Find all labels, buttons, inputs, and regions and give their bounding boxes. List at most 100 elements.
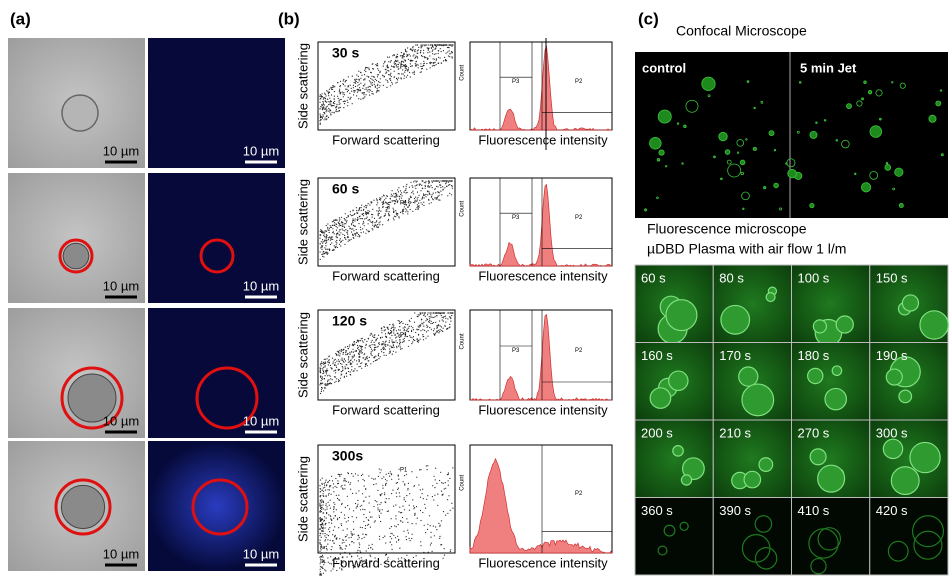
scatter-dot xyxy=(345,229,347,231)
scatter-dot xyxy=(393,54,395,57)
scatter-dot xyxy=(380,198,382,200)
scatter-dot xyxy=(396,342,398,344)
scatter-dot xyxy=(354,80,356,82)
scatter-dot xyxy=(427,184,429,186)
scatter-dot xyxy=(347,359,349,361)
scatter-dot xyxy=(432,330,435,332)
scatter-dot xyxy=(392,200,394,202)
scatter-dot xyxy=(358,360,360,362)
scatter-dot xyxy=(328,528,330,530)
scatter-dot xyxy=(368,345,370,347)
scatter-dot xyxy=(402,210,404,212)
scatter-dot xyxy=(335,372,337,374)
scatter-dot xyxy=(342,221,344,223)
scatter-plot xyxy=(317,177,456,267)
scatter-dot xyxy=(338,217,340,219)
scatter-dot xyxy=(401,195,403,197)
scatter-dot xyxy=(369,344,371,346)
scatter-dot xyxy=(412,341,414,343)
scatter-dot xyxy=(422,180,424,182)
scatter-dot xyxy=(363,354,365,356)
scatter-dot xyxy=(360,557,362,559)
vesicle xyxy=(726,159,732,165)
scatter-dot xyxy=(415,61,417,63)
scatter-dot xyxy=(429,193,431,195)
scatter-dot xyxy=(326,506,328,508)
scatter-dot xyxy=(409,540,411,542)
scatter-dot xyxy=(344,223,346,225)
scatter-dot xyxy=(349,373,351,376)
scatter-dot xyxy=(438,181,440,183)
scatter-dot xyxy=(424,57,426,59)
time-label: 150 s xyxy=(876,270,908,285)
scatter-dot xyxy=(368,67,370,69)
scatter-dot xyxy=(397,195,399,197)
scatter-dot xyxy=(425,337,427,339)
fluorescence-frame xyxy=(634,497,714,576)
scatter-dot xyxy=(391,339,393,341)
scatter-dot xyxy=(346,236,348,238)
scatter-dot xyxy=(449,184,451,186)
scatter-dot xyxy=(392,350,394,352)
scatter-dot xyxy=(403,497,405,499)
scatter-dot xyxy=(406,473,408,475)
scatter-dot xyxy=(361,367,363,369)
scatter-dot xyxy=(392,207,394,209)
scatter-dot xyxy=(444,312,446,314)
vesicle xyxy=(831,365,843,377)
scatter-dot xyxy=(439,525,441,527)
scatter-dot xyxy=(401,341,404,343)
scatter-dot xyxy=(437,52,439,55)
vesicle xyxy=(861,182,872,193)
scatter-dot xyxy=(420,47,422,49)
scatter-dot xyxy=(380,216,382,218)
scatter-dot xyxy=(388,61,390,63)
vesicle xyxy=(760,100,764,104)
scatter-dot xyxy=(336,111,338,113)
scatter-dot xyxy=(360,207,362,209)
scatter-dot xyxy=(324,509,326,511)
scatter-dot xyxy=(377,345,379,347)
scatter-dot xyxy=(431,194,433,196)
scatter-dot xyxy=(441,312,443,314)
scatter-dot xyxy=(381,329,383,331)
scatter-dot xyxy=(409,201,411,203)
scatter-dot xyxy=(371,84,373,86)
scatter-dot xyxy=(411,185,413,187)
scatter-dot xyxy=(336,103,338,105)
scatter-dot xyxy=(423,197,425,199)
vesicle xyxy=(680,474,693,486)
scatter-dot xyxy=(403,330,405,332)
scatter-dot xyxy=(375,64,377,66)
scatter-dot xyxy=(364,533,367,536)
scatter-dot xyxy=(397,189,399,191)
scatter-dot xyxy=(402,73,404,75)
scatter-dot xyxy=(391,548,393,551)
scatter-dot xyxy=(403,75,405,77)
scatter-dot xyxy=(355,341,357,343)
scatter-dot xyxy=(363,92,366,94)
scatter-dot xyxy=(416,63,418,65)
scatter-dot xyxy=(322,108,324,110)
scatter-dot xyxy=(373,505,375,508)
scatter-dot xyxy=(359,235,361,237)
scatter-dot xyxy=(390,201,392,203)
scatter-dot xyxy=(407,345,409,347)
scatter-dot xyxy=(422,511,424,514)
scatter-dot xyxy=(386,203,388,205)
scatter-dot xyxy=(346,345,349,348)
scatter-dot xyxy=(335,218,337,221)
scatter-dot xyxy=(321,93,323,95)
scatter-dot xyxy=(382,487,384,489)
scatter-dot xyxy=(353,213,355,215)
scatter-dot xyxy=(404,71,406,73)
vesicle xyxy=(741,383,775,417)
scatter-dot xyxy=(439,330,441,333)
scatter-dot xyxy=(356,95,358,97)
scatter-dot xyxy=(430,312,432,314)
scatter-dot xyxy=(424,507,427,509)
scatter-dot xyxy=(418,183,420,185)
scatter-dot xyxy=(431,198,434,200)
scatter-dot xyxy=(411,192,413,194)
